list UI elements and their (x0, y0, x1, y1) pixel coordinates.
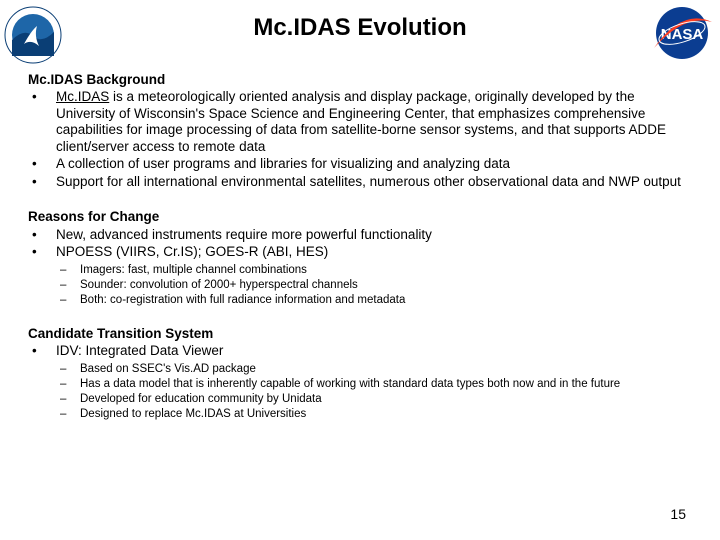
sub-item: Designed to replace Mc.IDAS at Universit… (56, 407, 692, 421)
sub-item: Imagers: fast, multiple channel combinat… (56, 263, 692, 277)
sub-list: Based on SSEC's Vis.AD package Has a dat… (56, 362, 692, 421)
sub-item: Sounder: convolution of 2000+ hyperspect… (56, 278, 692, 292)
sub-item: Both: co-registration with full radiance… (56, 293, 692, 307)
sub-item: Based on SSEC's Vis.AD package (56, 362, 692, 376)
slide: NASA Mc.IDAS Evolution Mc.IDAS Backgroun… (0, 0, 720, 540)
bullet-list: New, advanced instruments require more p… (28, 227, 692, 307)
bullet-list: Mc.IDAS is a meteorologically oriented a… (28, 89, 692, 190)
bullet-item: Mc.IDAS is a meteorologically oriented a… (28, 89, 692, 155)
section-heading: Mc.IDAS Background (28, 72, 692, 88)
slide-title: Mc.IDAS Evolution (0, 14, 720, 42)
bullet-item: NPOESS (VIIRS, Cr.IS); GOES-R (ABI, HES)… (28, 244, 692, 307)
slide-content: Mc.IDAS Background Mc.IDAS is a meteorol… (28, 72, 692, 422)
section-heading: Candidate Transition System (28, 326, 692, 342)
bullet-text: IDV: Integrated Data Viewer (56, 343, 223, 358)
bullet-item: IDV: Integrated Data Viewer Based on SSE… (28, 343, 692, 421)
bullet-item: A collection of user programs and librar… (28, 156, 692, 172)
sub-item: Has a data model that is inherently capa… (56, 377, 692, 391)
bullet-list: IDV: Integrated Data Viewer Based on SSE… (28, 343, 692, 421)
section-heading: Reasons for Change (28, 209, 692, 225)
bullet-item: New, advanced instruments require more p… (28, 227, 692, 243)
sub-list: Imagers: fast, multiple channel combinat… (56, 263, 692, 307)
bullet-text: NPOESS (VIIRS, Cr.IS); GOES-R (ABI, HES) (56, 244, 328, 259)
bullet-item: Support for all international environmen… (28, 174, 692, 190)
page-number: 15 (670, 506, 686, 522)
sub-item: Developed for education community by Uni… (56, 392, 692, 406)
